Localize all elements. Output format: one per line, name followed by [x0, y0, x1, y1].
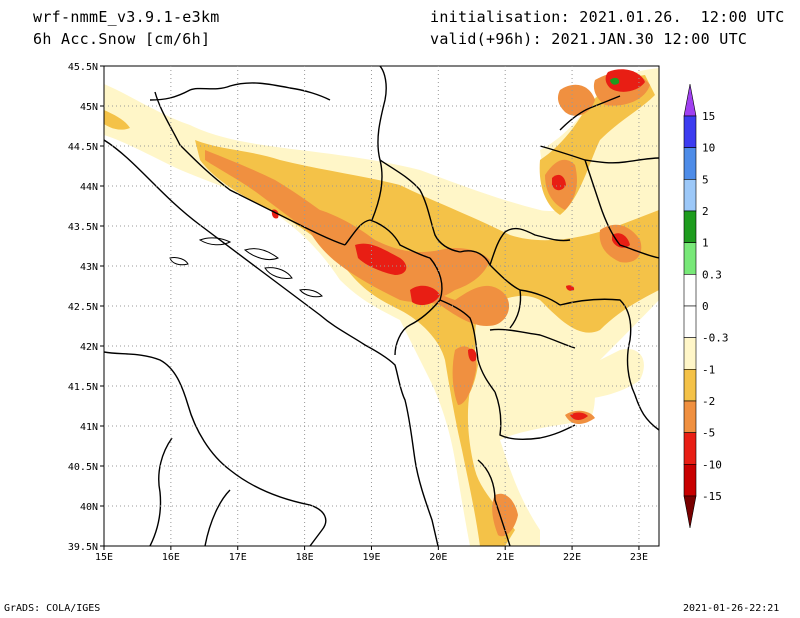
lon-tick-label: 17E — [229, 552, 247, 563]
colorbar-swatch — [683, 432, 697, 465]
colorbar-label: -0.3 — [702, 332, 729, 345]
colorbar-swatch — [683, 337, 697, 370]
lat-tick-label: 44N — [80, 182, 98, 193]
coastlines-borders — [104, 66, 659, 546]
colorbar-label: 5 — [702, 173, 709, 186]
colorbar-swatch — [683, 179, 697, 212]
lon-tick-label: 16E — [162, 552, 180, 563]
axis-ticks: 15E 16E 17E 18E 19E 20E 21E 22E 23E 45.5N 45N 44.5N… — [68, 62, 648, 563]
colorbar-label: -15 — [702, 490, 722, 503]
colorbar-label: 0.3 — [702, 268, 722, 281]
colorbar-swatch — [683, 369, 697, 402]
lat-tick-label: 43N — [80, 262, 98, 273]
colorbar-swatch — [683, 242, 697, 275]
lat-tick-label: 42N — [80, 342, 98, 353]
generation-timestamp: 2021-01-26-22:21 — [683, 603, 780, 614]
graticule — [104, 66, 659, 546]
valid-time: valid(+96h): 2021.JAN.30 12:00 UTC — [430, 30, 748, 48]
lat-tick-label: 43.5N — [68, 222, 98, 233]
colorbar-label: 0 — [702, 300, 709, 313]
colorbar-label: -10 — [702, 458, 722, 471]
snow-field — [104, 66, 659, 546]
colorbar-label: 15 — [702, 110, 715, 123]
colorbar-label: 1 — [702, 237, 709, 250]
coastal-islands — [169, 237, 323, 298]
colorbar-swatch — [683, 400, 697, 433]
lat-tick-label: 41.5N — [68, 382, 98, 393]
lat-tick-label: 45N — [80, 102, 98, 113]
colorbar-swatch — [683, 274, 697, 307]
model-title: wrf-nmmE_v3.9.1-e3km — [33, 8, 220, 26]
lat-tick-label: 44.5N — [68, 142, 98, 153]
lat-tick-label: 40N — [80, 502, 98, 513]
lat-tick-label: 41N — [80, 422, 98, 433]
field-title: 6h Acc.Snow [cm/6h] — [33, 30, 211, 48]
snow-green-region — [610, 77, 620, 85]
lon-tick-label: 18E — [296, 552, 314, 563]
colorbar-label: -2 — [702, 395, 715, 408]
colorbar-swatch — [683, 115, 697, 148]
colorbar-swatch — [683, 464, 697, 497]
colorbar-label: 10 — [702, 142, 715, 155]
snow-red-region — [271, 69, 645, 420]
colorbar-swatch — [683, 305, 697, 338]
lat-tick-label: 40.5N — [68, 462, 98, 473]
colorbar-swatch — [683, 147, 697, 180]
lat-tick-label: 45.5N — [68, 62, 98, 73]
init-time: initialisation: 2021.01.26. 12:00 UTC — [430, 8, 785, 26]
colorbar-label: -1 — [702, 363, 715, 376]
lon-tick-label: 20E — [429, 552, 447, 563]
colorbar: 15 10 5 2 1 0.3 0 -0.3 -1 -2 -5 -10 -15 — [683, 83, 729, 529]
lon-tick-label: 23E — [630, 552, 648, 563]
lon-tick-label: 21E — [496, 552, 514, 563]
lat-tick-label: 42.5N — [68, 302, 98, 313]
lat-tick-label: 39.5N — [68, 542, 98, 553]
colorbar-label: 2 — [702, 205, 709, 218]
lon-tick-label: 15E — [95, 552, 113, 563]
colorbar-top-arrow — [683, 83, 697, 117]
lon-tick-label: 19E — [362, 552, 380, 563]
colorbar-swatch — [683, 210, 697, 243]
grads-credit: GrADS: COLA/IGES — [4, 603, 101, 614]
colorbar-label: -5 — [702, 427, 715, 440]
colorbar-bottom-arrow — [683, 495, 697, 529]
lon-tick-label: 22E — [563, 552, 581, 563]
